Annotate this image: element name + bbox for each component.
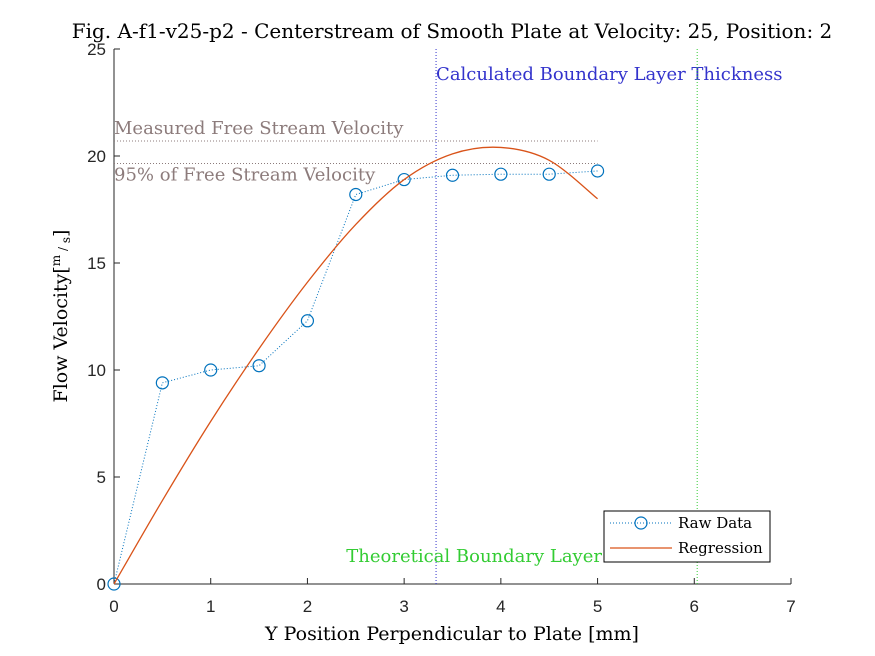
reference-line-label: Theoretical Boundary Layer	[346, 546, 602, 567]
x-tick-label: 4	[496, 597, 505, 616]
x-axis-label: Y Position Perpendicular to Plate [mm]	[264, 623, 639, 645]
y-tick-label: 20	[87, 147, 106, 166]
chart-title: Fig. A-f1-v25-p2 - Centerstream of Smoot…	[72, 19, 833, 43]
reference-line-label: Measured Free Stream Velocity	[114, 118, 404, 139]
svg-text:Flow Velocity[m / s]: Flow Velocity[m / s]	[49, 230, 73, 403]
raw-data-point	[542, 167, 556, 181]
raw-data-point	[252, 359, 266, 373]
raw-data-point	[397, 172, 411, 187]
raw-data-point	[204, 363, 218, 377]
legend-box	[603, 510, 771, 563]
reference-line-label: Calculated Boundary Layer Thickness	[436, 64, 782, 85]
x-tick-label: 7	[786, 597, 795, 616]
raw-data-point	[590, 164, 605, 178]
x-tick-label: 0	[109, 597, 118, 616]
raw-data-line	[113, 170, 598, 585]
x-tick-label: 1	[206, 597, 215, 616]
y-axis-unit-denominator: s	[59, 237, 73, 243]
raw-data-point	[155, 376, 169, 390]
legend-regression-label: Regression	[678, 539, 763, 557]
raw-data-point	[349, 187, 363, 202]
y-axis-label: Flow Velocity[m / s]	[49, 230, 73, 403]
y-tick-label: 5	[97, 468, 106, 487]
reference-line-label: 95% of Free Stream Velocity	[114, 164, 376, 185]
raw-data-point	[494, 167, 508, 181]
x-tick-label: 6	[690, 597, 699, 616]
raw-data-point	[300, 314, 315, 328]
regression-curve	[113, 146, 598, 585]
y-tick-label: 0	[97, 575, 106, 594]
x-tick-label: 5	[593, 597, 602, 616]
y-axis-unit-numerator: m	[49, 254, 63, 266]
raw-data-point	[107, 577, 121, 591]
legend: Raw Data Regression	[603, 510, 771, 563]
legend-raw-data-label: Raw Data	[678, 514, 752, 532]
y-tick-label: 15	[87, 254, 106, 273]
legend-raw-data-marker	[634, 516, 648, 530]
y-axis-label-main: Flow Velocity	[50, 273, 72, 402]
y-tick-label: 25	[87, 40, 106, 59]
raw-data-point	[445, 168, 460, 182]
plot-area: 0 1 2 3 4 5 6 7 0 5 10 15 20 25 Measured Free Stream V…	[87, 40, 796, 616]
x-tick-label: 2	[303, 597, 312, 616]
y-tick-label: 10	[87, 361, 106, 380]
x-tick-label: 3	[399, 597, 408, 616]
